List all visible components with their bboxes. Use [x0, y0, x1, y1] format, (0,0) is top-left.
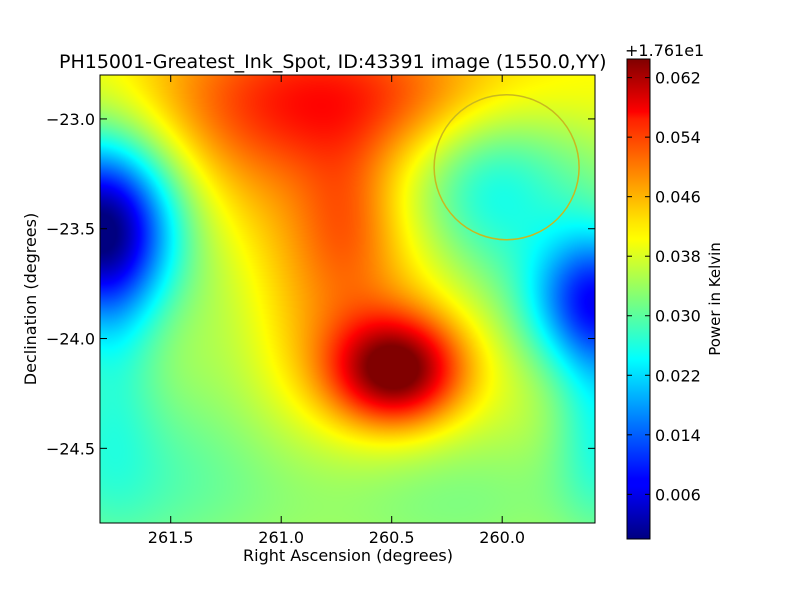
- colorbar-tick-label: 0.046: [655, 188, 701, 207]
- colorbar: [626, 58, 651, 540]
- colorbar-label: Power in Kelvin: [706, 242, 724, 356]
- x-tick-label: 260.5: [369, 528, 415, 547]
- beam-circle: [433, 94, 580, 241]
- y-tick-label: −23.5: [46, 220, 95, 239]
- y-tick-label: −24.0: [46, 330, 95, 349]
- x-tick-label: 260.0: [479, 528, 525, 547]
- colorbar-tick-label: 0.054: [655, 128, 701, 147]
- y-axis-label: Declination (degrees): [21, 213, 40, 385]
- y-tick-label: −23.0: [46, 110, 95, 129]
- colorbar-tick-label: 0.038: [655, 247, 701, 266]
- plot-frame: [99, 74, 596, 524]
- heatmap-area: [100, 75, 595, 523]
- x-ticks: 261.5 261.0 260.5 260.0: [148, 75, 525, 547]
- colorbar-tick-label: 0.014: [655, 426, 701, 445]
- heatmap-canvas: [100, 75, 595, 523]
- colorbar-tick-label: 0.022: [655, 366, 701, 385]
- y-tick-label: −24.5: [46, 439, 95, 458]
- x-tick-label: 261.5: [148, 528, 194, 547]
- colorbar-ticks: 0.006 0.014 0.022 0.030 0.038 0.046 0.054 0.062: [627, 69, 701, 504]
- y-ticks: −23.0 −23.5 −24.0 −24.5: [46, 110, 595, 458]
- colorbar-tick-label: 0.062: [655, 69, 701, 88]
- colorbar-tick-label: 0.030: [655, 307, 701, 326]
- colorbar-offset-text: +1.761e1: [625, 41, 704, 60]
- chart-title: PH15001-Greatest_Ink_Spot, ID:43391 imag…: [59, 51, 607, 73]
- colorbar-tick-label: 0.006: [655, 485, 701, 504]
- x-tick-label: 261.0: [258, 528, 304, 547]
- x-axis-label: Right Ascension (degrees): [243, 546, 453, 565]
